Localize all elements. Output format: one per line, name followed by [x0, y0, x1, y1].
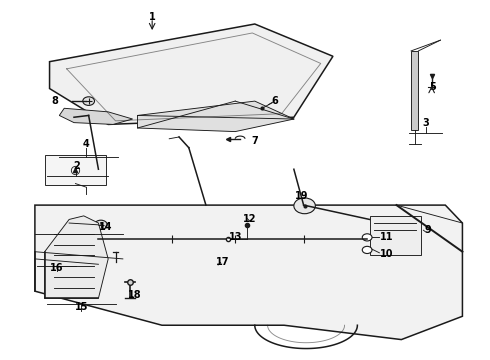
Polygon shape — [411, 51, 418, 130]
Text: 10: 10 — [380, 248, 393, 258]
Text: 7: 7 — [251, 136, 258, 145]
Circle shape — [83, 97, 95, 105]
Circle shape — [95, 220, 107, 229]
Circle shape — [294, 198, 316, 214]
Text: 3: 3 — [422, 118, 429, 128]
Text: 11: 11 — [380, 232, 393, 242]
Text: 6: 6 — [271, 96, 278, 106]
Circle shape — [362, 234, 372, 241]
Polygon shape — [49, 24, 333, 125]
Polygon shape — [35, 205, 463, 339]
Circle shape — [362, 246, 372, 253]
Text: 17: 17 — [216, 257, 230, 267]
Text: 4: 4 — [83, 139, 90, 149]
Text: 13: 13 — [228, 232, 242, 242]
Text: 16: 16 — [50, 263, 64, 273]
Text: 12: 12 — [243, 215, 257, 224]
Text: 9: 9 — [425, 225, 432, 235]
Polygon shape — [138, 101, 294, 132]
Text: 19: 19 — [294, 191, 308, 201]
Text: 5: 5 — [430, 82, 437, 92]
FancyBboxPatch shape — [45, 155, 106, 185]
Text: 1: 1 — [149, 12, 155, 22]
Polygon shape — [369, 216, 421, 255]
Text: 18: 18 — [128, 290, 142, 300]
Text: 2: 2 — [73, 161, 80, 171]
Polygon shape — [59, 108, 133, 125]
Text: 8: 8 — [51, 96, 58, 106]
Text: 14: 14 — [99, 222, 113, 231]
Polygon shape — [45, 216, 108, 298]
Text: 15: 15 — [74, 302, 88, 312]
